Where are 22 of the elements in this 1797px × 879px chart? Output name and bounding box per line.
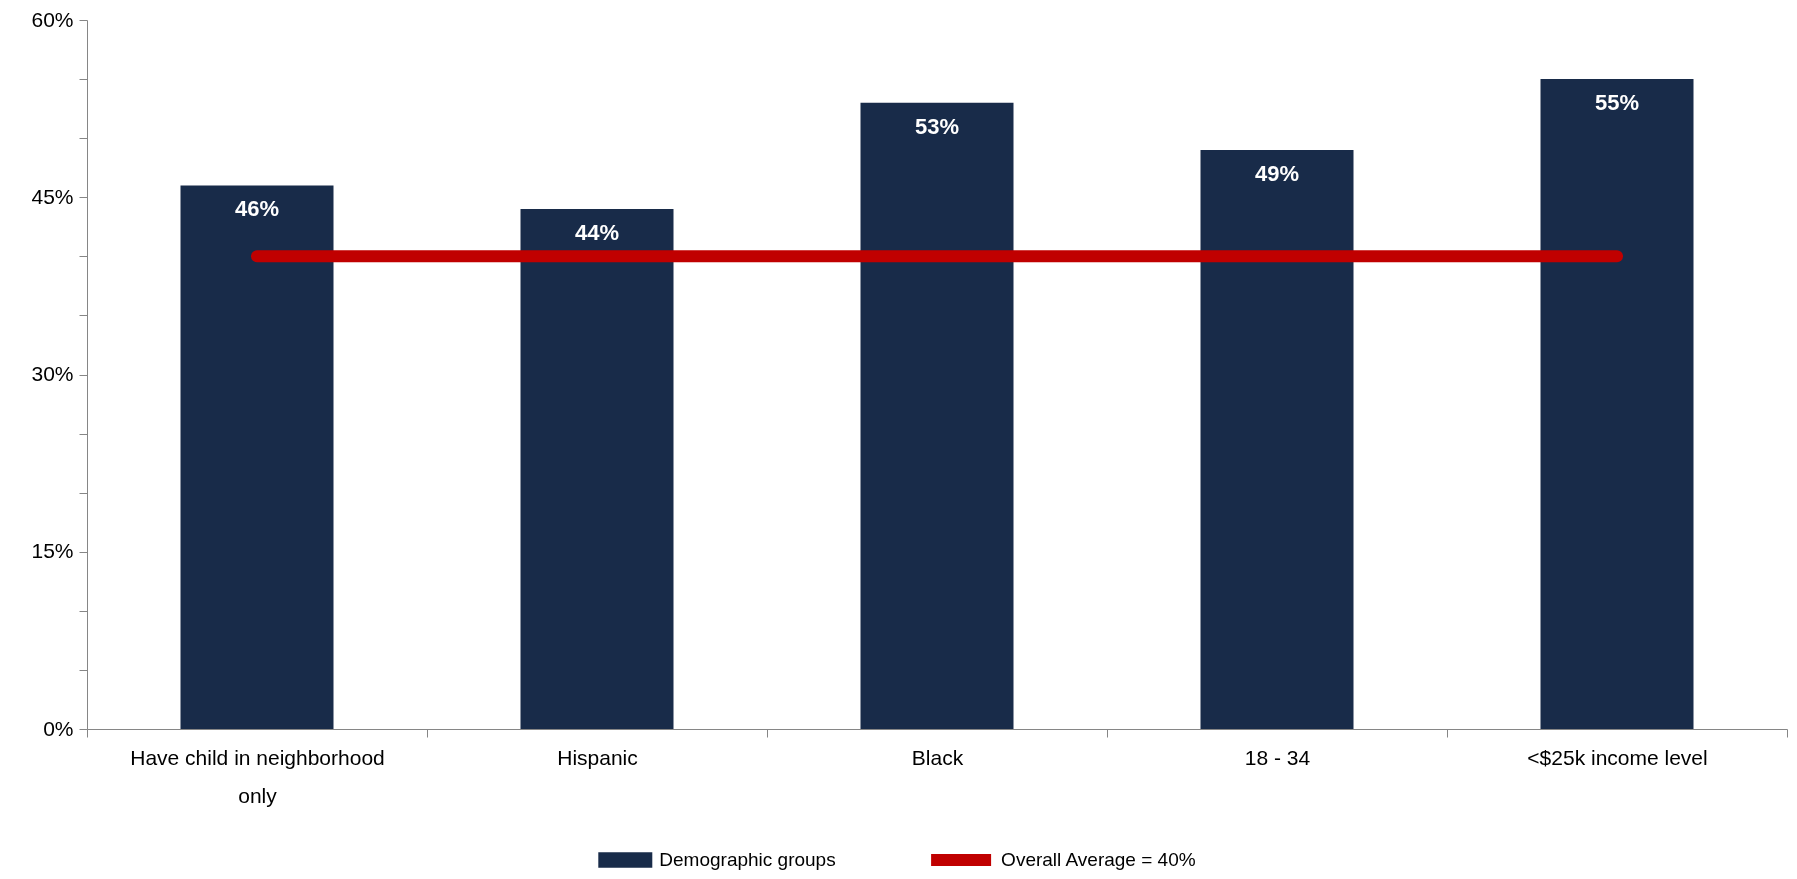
x-tick-label: Have child in neighborhood only	[130, 745, 385, 807]
x-tick-label: Hispanic	[557, 745, 638, 769]
data-label: 49%	[1254, 160, 1300, 186]
y-tick-label: 15%	[31, 539, 74, 563]
x-tick-label: 18 - 34	[1244, 745, 1311, 769]
data-label: 44%	[574, 220, 620, 246]
bar	[1200, 149, 1354, 729]
x-tick-label: <$25k income level	[1527, 745, 1708, 769]
data-label: 53%	[914, 113, 960, 139]
bar	[860, 102, 1014, 729]
bar	[520, 209, 674, 729]
y-tick-label: 45%	[31, 184, 74, 208]
bar	[180, 185, 334, 729]
data-label: 46%	[234, 196, 280, 222]
y-tick-label: 60%	[31, 7, 74, 31]
data-label: 55%	[1594, 90, 1640, 116]
legend-label: Demographic groups	[659, 849, 836, 870]
legend-label: Overall Average = 40%	[1001, 849, 1196, 870]
y-tick-label: 0%	[43, 716, 74, 740]
bar	[1540, 79, 1694, 729]
y-tick-label: 30%	[31, 362, 74, 385]
x-tick-label: Black	[911, 745, 964, 769]
